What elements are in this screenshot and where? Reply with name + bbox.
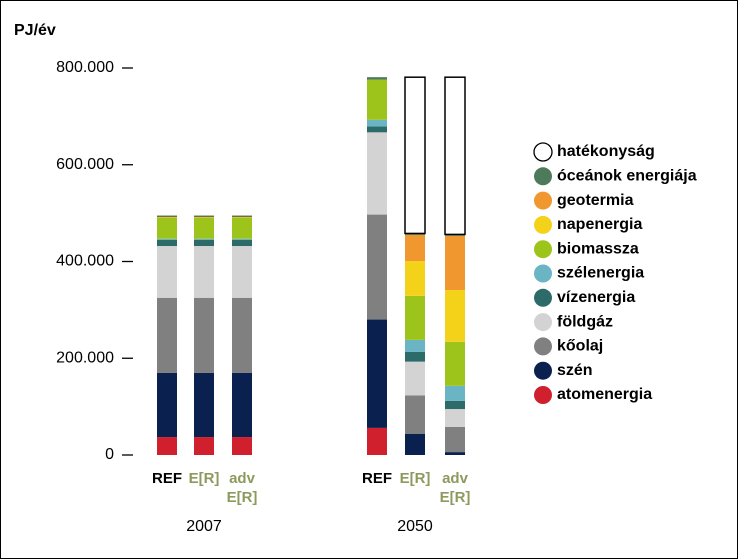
bar-segment	[445, 426, 465, 453]
bar-segment	[367, 79, 387, 120]
bar-segment	[157, 297, 177, 373]
legend-label: óceánok energiája	[557, 168, 697, 185]
bar-segment	[367, 427, 387, 455]
y-tick-label: 0	[105, 446, 114, 463]
legend-swatch	[534, 240, 552, 259]
legend-swatch	[534, 337, 552, 356]
bar-segment	[405, 361, 425, 396]
bar-segment	[405, 395, 425, 434]
bar-segment	[194, 217, 214, 239]
legend-label: napenergia	[557, 216, 642, 233]
legend-swatch	[534, 313, 552, 332]
y-tick-label: 400.000	[56, 253, 114, 270]
bar-segment	[445, 385, 465, 401]
bar-segment	[367, 119, 387, 127]
bar-segment	[194, 215, 214, 217]
bar-segment	[404, 76, 426, 235]
bar-segment	[232, 238, 252, 240]
bar-segment	[232, 246, 252, 298]
bar-segment	[194, 238, 214, 240]
bar-segment	[405, 261, 425, 296]
bar-segment	[405, 339, 425, 352]
legend-label: szélenergia	[557, 265, 644, 282]
legend-label: kőolaj	[557, 338, 603, 355]
legend-swatch	[534, 361, 552, 380]
bar-segment	[157, 238, 177, 240]
bar-segment	[232, 215, 252, 217]
bar-segment	[232, 297, 252, 373]
bar-segment	[367, 319, 387, 428]
bar-segment	[157, 437, 177, 455]
legend-swatch	[534, 386, 552, 404]
y-axis-label: PJ/év	[14, 22, 56, 39]
legend-label: hatékonyság	[557, 143, 655, 160]
bar-segment	[157, 215, 177, 217]
bar-segment	[157, 239, 177, 247]
x-tick-label: E[R]	[399, 470, 431, 487]
group-label: 2050	[397, 518, 433, 535]
legend-label: biomassza	[557, 240, 639, 257]
x-tick-label: REF	[152, 470, 182, 487]
bar-segment	[445, 409, 465, 427]
bar-segment	[194, 239, 214, 247]
legend-swatch	[534, 191, 552, 210]
bar-segment	[445, 290, 465, 342]
legend-swatch	[534, 288, 552, 307]
y-tick-label: 200.000	[56, 349, 114, 366]
bar-segment	[232, 217, 252, 239]
bar-segment	[232, 437, 252, 455]
bar-segment	[367, 214, 387, 320]
bar-segment	[367, 132, 387, 215]
bar-segment	[157, 372, 177, 438]
bar-segment	[445, 452, 465, 455]
bar-segment	[157, 217, 177, 239]
bar-segment	[367, 77, 387, 80]
bar-segment	[194, 246, 214, 298]
bar-segment	[367, 126, 387, 133]
bar-segment	[444, 76, 466, 236]
x-tick-label: E[R]	[188, 470, 220, 487]
bar-segment	[157, 246, 177, 298]
bar-segment	[445, 235, 465, 291]
y-tick-label: 800.000	[56, 59, 114, 76]
legend-label: atomenergia	[557, 386, 652, 403]
bar-segment	[405, 295, 425, 340]
bar-segment	[232, 372, 252, 438]
legend-swatch	[534, 167, 552, 186]
y-tick-label: 600.000	[56, 156, 114, 173]
legend-label: szén	[557, 362, 593, 379]
x-tick-label: adv E[R]	[226, 470, 258, 506]
legend-label: geotermia	[557, 192, 634, 209]
bar-segment	[405, 351, 425, 362]
bar-segment	[194, 437, 214, 455]
legend-swatch	[533, 142, 553, 162]
legend-swatch	[534, 215, 552, 234]
bar-segment	[194, 297, 214, 373]
bar-segment	[405, 433, 425, 455]
legend-label: vízenergia	[557, 289, 635, 306]
bar-segment	[232, 239, 252, 247]
legend-label: földgáz	[557, 313, 613, 330]
bar-segment	[445, 341, 465, 386]
x-tick-label: REF	[362, 470, 392, 487]
bar-segment	[405, 234, 425, 262]
legend-swatch	[534, 264, 552, 283]
x-tick-label: adv E[R]	[439, 470, 471, 506]
bar-segment	[445, 400, 465, 410]
group-label: 2007	[186, 518, 222, 535]
bar-segment	[194, 372, 214, 438]
